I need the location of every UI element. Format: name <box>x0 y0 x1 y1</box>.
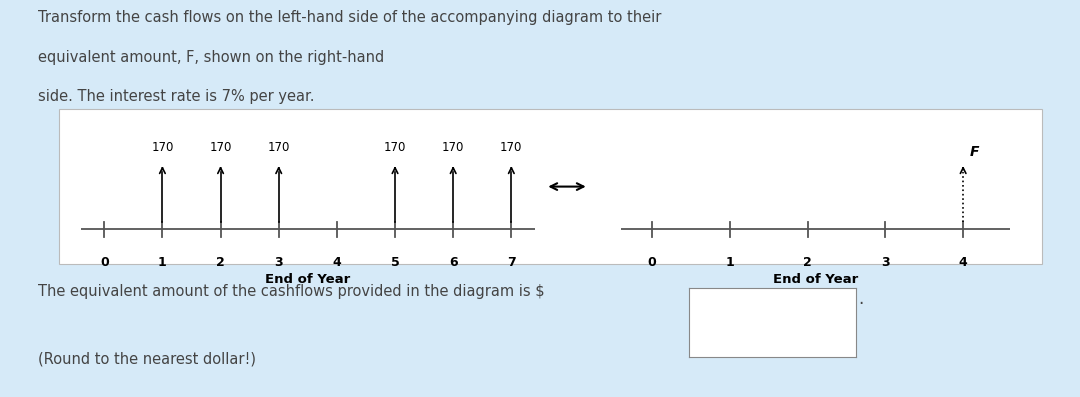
Text: The equivalent amount of the cashflows provided in the diagram is $: The equivalent amount of the cashflows p… <box>38 284 544 299</box>
Text: 170: 170 <box>500 141 523 154</box>
Text: 170: 170 <box>442 141 464 154</box>
Text: equivalent amount, F, shown on the right-hand: equivalent amount, F, shown on the right… <box>38 50 384 65</box>
Text: F: F <box>970 145 978 159</box>
Text: 170: 170 <box>210 141 232 154</box>
Text: (Round to the nearest dollar!): (Round to the nearest dollar!) <box>38 351 256 366</box>
X-axis label: End of Year: End of Year <box>773 274 858 286</box>
Text: .: . <box>859 290 864 308</box>
Text: Transform the cash flows on the left-hand side of the accompanying diagram to th: Transform the cash flows on the left-han… <box>38 10 661 25</box>
X-axis label: End of Year: End of Year <box>266 274 350 286</box>
Text: 170: 170 <box>151 141 174 154</box>
Text: 170: 170 <box>383 141 406 154</box>
Text: 170: 170 <box>268 141 289 154</box>
Text: side. The interest rate is 7% per year.: side. The interest rate is 7% per year. <box>38 89 314 104</box>
